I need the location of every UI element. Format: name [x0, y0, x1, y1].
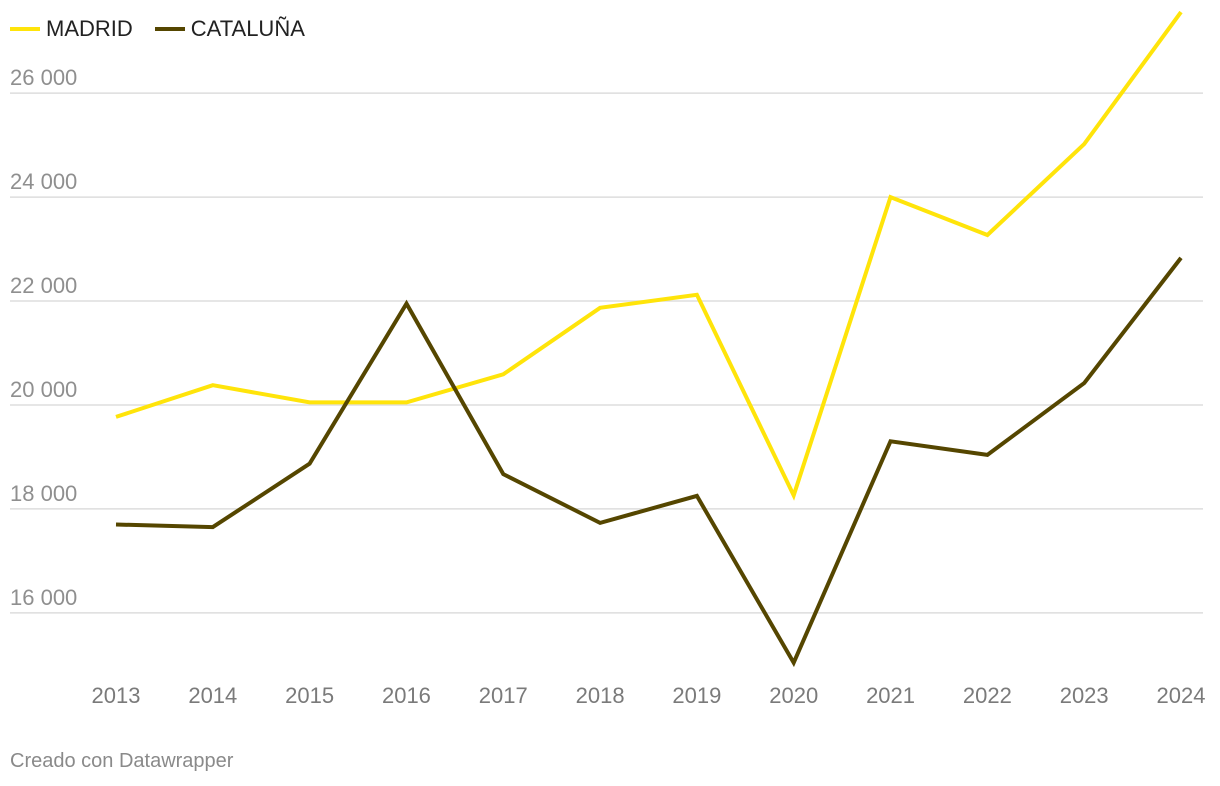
x-tick-label: 2020 [769, 683, 818, 708]
legend-label-madrid: MADRID [46, 16, 133, 41]
x-tick-label: 2018 [576, 683, 625, 708]
x-tick-label: 2021 [866, 683, 915, 708]
x-tick-label: 2014 [188, 683, 237, 708]
x-tick-label: 2023 [1060, 683, 1109, 708]
x-tick-label: 2015 [285, 683, 334, 708]
series-line-madrid [115, 10, 1183, 501]
chart-legend: MADRID CATALUÑA [10, 16, 305, 42]
x-tick-label: 2019 [672, 683, 721, 708]
y-tick-label: 20 000 [10, 377, 77, 402]
x-tick-label: 2016 [382, 683, 431, 708]
y-tick-label: 16 000 [10, 585, 77, 610]
legend-label-cataluna: CATALUÑA [190, 16, 305, 41]
x-tick-label: 2013 [92, 683, 141, 708]
legend-item-madrid: MADRID [10, 16, 133, 42]
y-tick-label: 24 000 [10, 169, 77, 194]
x-tick-label: 2024 [1157, 683, 1206, 708]
footer-credit: Creado con Datawrapper [10, 750, 234, 772]
legend-swatch-cataluna [154, 27, 185, 31]
x-tick-label: 2017 [479, 683, 528, 708]
y-tick-label: 22 000 [10, 273, 77, 298]
y-tick-label: 26 000 [10, 65, 77, 90]
legend-swatch-madrid [10, 27, 40, 31]
series-line-catalu-a [115, 256, 1183, 668]
legend-item-cataluna: CATALUÑA [154, 16, 305, 42]
x-tick-label: 2022 [963, 683, 1012, 708]
y-tick-label: 18 000 [10, 481, 77, 506]
